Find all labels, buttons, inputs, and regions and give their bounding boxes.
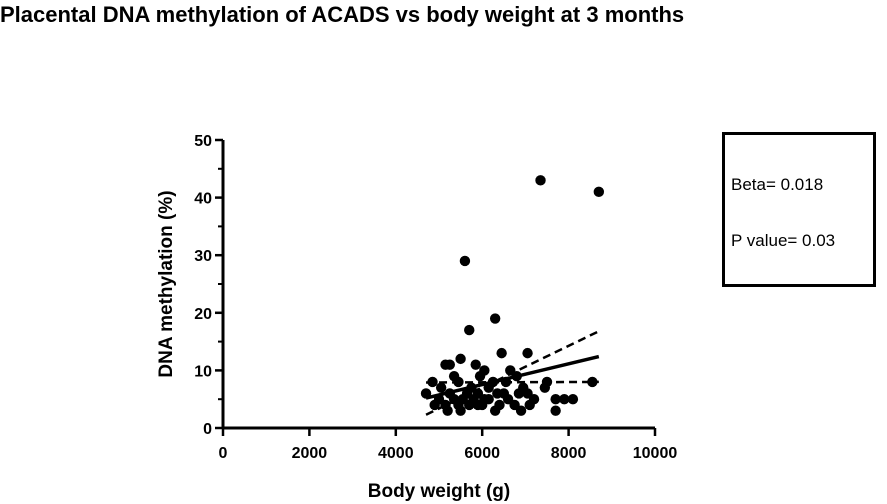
data-point	[455, 405, 466, 416]
data-point	[464, 399, 475, 411]
data-point	[515, 405, 527, 416]
ci-lower-line	[426, 380, 599, 384]
data-point	[539, 382, 551, 393]
stats-box: Beta= 0.018 P value= 0.03	[722, 132, 876, 287]
y-tick-label: 20	[194, 306, 212, 323]
data-point	[459, 255, 471, 267]
data-point	[593, 186, 605, 198]
data-point	[489, 405, 501, 416]
regression-line-group	[425, 354, 600, 400]
data-point	[483, 394, 494, 405]
x-tick-label: 6000	[464, 445, 500, 462]
data-point	[550, 405, 561, 416]
data-points	[420, 175, 605, 416]
y-axis-title: DNA methylation (%)	[156, 190, 177, 377]
beta-label: Beta= 0.018	[731, 175, 824, 194]
axes: 0 2000 4000 6000 8000 10000 0 10 20 30 40 50	[194, 133, 677, 462]
data-point	[535, 175, 546, 186]
data-point	[444, 359, 455, 370]
regression-line	[425, 354, 600, 400]
data-point	[435, 382, 447, 393]
y-tick-label: 10	[194, 363, 212, 380]
x-tick-label: 0	[219, 445, 228, 462]
data-point	[474, 370, 486, 382]
data-point	[464, 324, 475, 336]
x-tick-label: 10000	[633, 445, 678, 462]
data-point	[567, 394, 579, 405]
x-tick-label: 2000	[292, 445, 328, 462]
data-point	[455, 353, 466, 365]
y-tick-label: 50	[194, 133, 212, 150]
data-point	[429, 399, 440, 411]
y-tick-label: 0	[203, 421, 212, 438]
y-tick-label: 30	[194, 248, 212, 265]
data-point	[550, 394, 561, 405]
data-point	[513, 388, 525, 399]
data-point	[559, 394, 570, 405]
data-point	[442, 405, 453, 416]
x-tick-label: 4000	[378, 445, 414, 462]
data-point	[489, 313, 501, 324]
x-axis-title: Body weight (g)	[368, 481, 510, 502]
x-tick-label: 8000	[551, 445, 587, 462]
chart-title: Placental DNA methylation of ACADS vs bo…	[0, 2, 685, 27]
data-point	[496, 347, 507, 359]
data-point	[472, 399, 484, 411]
y-tick-label: 40	[194, 191, 212, 208]
data-point	[522, 347, 533, 359]
data-point	[470, 359, 481, 370]
data-point	[453, 376, 464, 388]
data-point	[427, 376, 438, 388]
data-point	[587, 376, 598, 388]
p-value-label: P value= 0.03	[731, 231, 836, 250]
data-point	[524, 399, 535, 411]
